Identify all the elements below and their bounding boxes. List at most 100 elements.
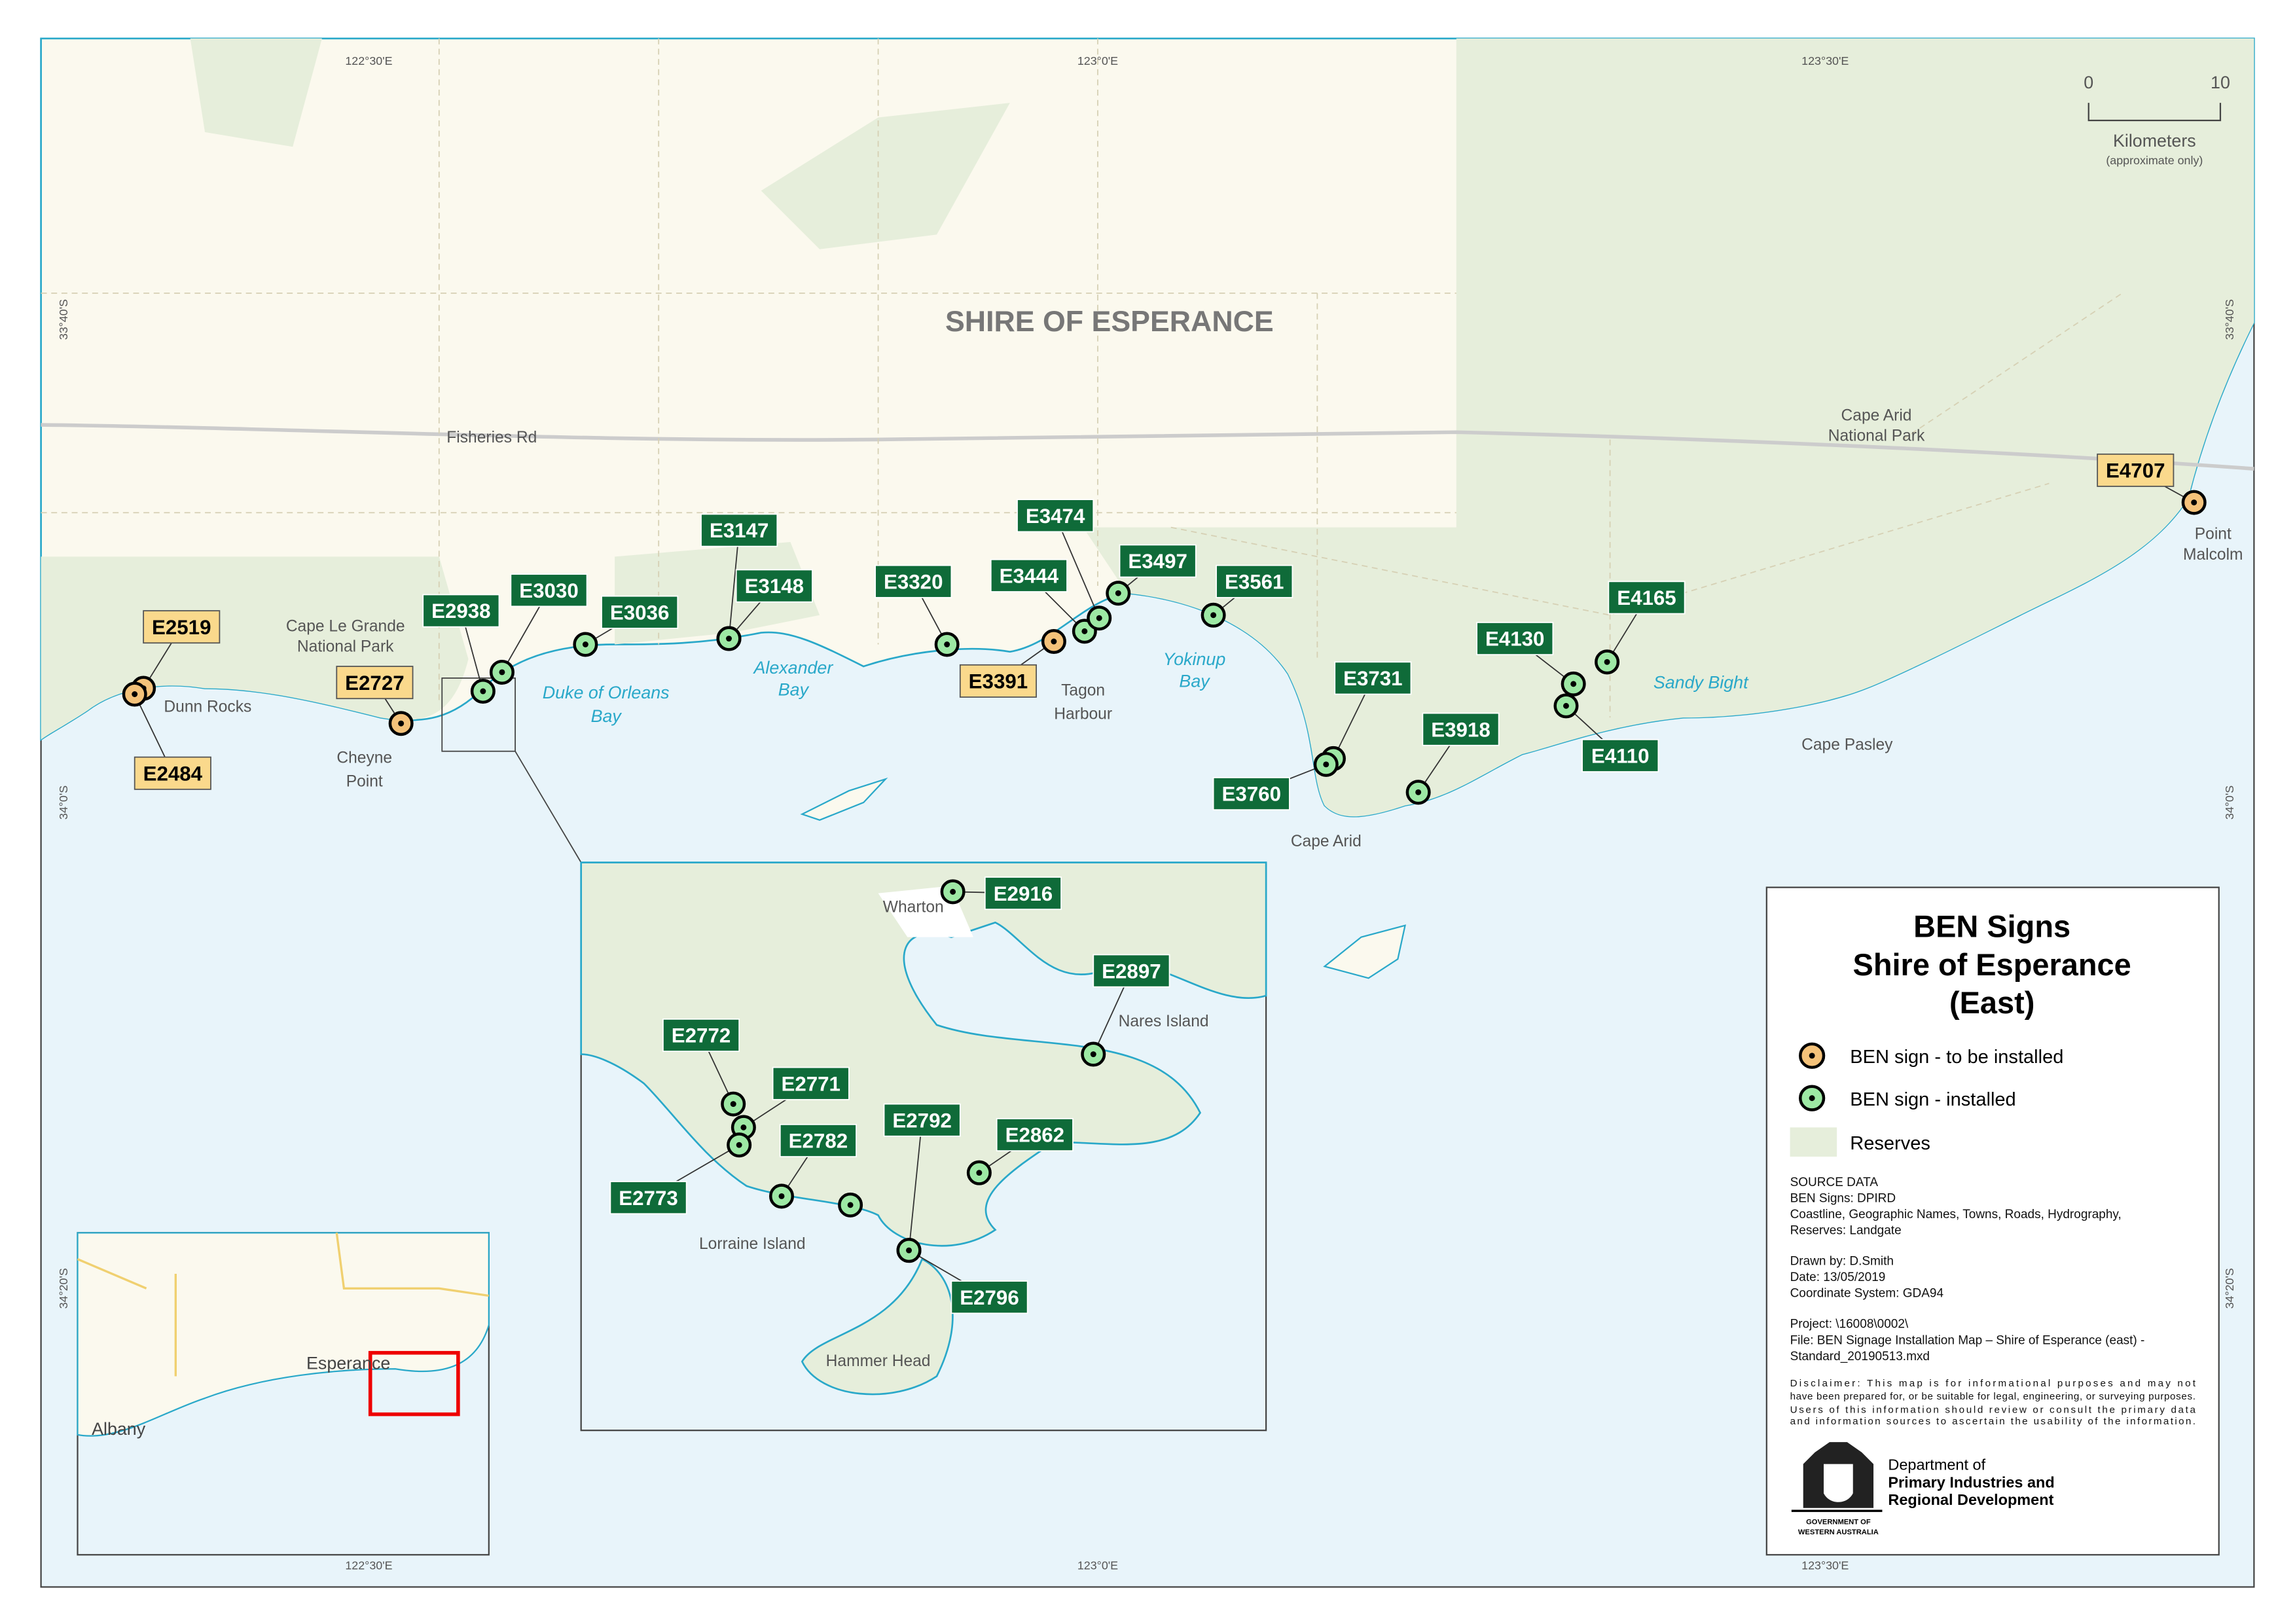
sign-id-label: E2727 (345, 672, 405, 695)
sign-marker[interactable]: E3036 (573, 595, 679, 657)
lat-label: 34°0'S (2223, 785, 2236, 820)
sign-marker[interactable]: E2727 (336, 666, 414, 736)
sign-label-box (1212, 777, 1290, 811)
logo-text: GOVERNMENT OF (1806, 1518, 1871, 1526)
sign-marker[interactable]: E2938 (422, 594, 500, 704)
sign-marker[interactable]: E3918 (1405, 712, 1500, 805)
scale-zero: 0 (2084, 73, 2093, 92)
sign-label-box (1017, 499, 1094, 533)
water-label: Bay (591, 706, 623, 726)
sign-id-label: E2897 (1102, 960, 1161, 983)
sign-label-box (735, 569, 813, 603)
water-label: Bay (778, 680, 810, 700)
sign-id-label: E3320 (884, 571, 943, 594)
sign-marker[interactable]: E3030 (489, 573, 588, 685)
legend-title: BEN Signs (1913, 909, 2070, 944)
sign-marker[interactable]: E2773 (609, 1132, 752, 1215)
source-text: Coastline, Geographic Names, Towns, Road… (1790, 1208, 2122, 1221)
sign-label-box (950, 1280, 1028, 1314)
legend-item: BEN sign - installed (1850, 1089, 2015, 1110)
sign-id-label: E3731 (1343, 667, 1403, 690)
fisheries-road (41, 423, 2254, 471)
sign-id-label: E3444 (1000, 565, 1059, 588)
sign-marker[interactable]: E3497 (1106, 544, 1197, 606)
sign-label-box (959, 664, 1037, 698)
sign-marker[interactable]: E2484 (122, 681, 211, 790)
sign-id-label: E4110 (1591, 745, 1650, 768)
sign-id-label: E3474 (1026, 505, 1085, 528)
water-label: Duke of Orleans (543, 683, 670, 702)
project-text: File: BEN Signage Installation Map – Shi… (1790, 1333, 2145, 1347)
legend-panel: BEN Signs Shire of Esperance (East) BEN … (1765, 886, 2220, 1556)
sign-id-label: E2484 (143, 762, 203, 785)
sign-label-box (422, 594, 500, 628)
sign-marker[interactable]: E2796 (896, 1238, 1028, 1314)
sign-marker[interactable]: E3147 (700, 513, 778, 651)
sign-label-box (700, 513, 778, 547)
sign-marker[interactable]: E3148 (716, 569, 813, 651)
sign-marker[interactable]: E3391 (959, 629, 1066, 698)
sign-marker[interactable]: E3561 (1201, 564, 1293, 628)
place-label: National Park (297, 638, 394, 656)
sign-label-box (1608, 581, 1686, 615)
sign-marker[interactable]: E4165 (1595, 581, 1686, 675)
lat-label: 34°20'S (57, 1268, 70, 1308)
sign-marker[interactable]: E3474 (1017, 499, 1112, 631)
sign-marker[interactable] (838, 1192, 863, 1218)
place-label: Cape Pasley (1801, 736, 1893, 753)
place-label: Point (2195, 525, 2232, 543)
lat-label: 34°0'S (57, 785, 70, 820)
sign-marker[interactable]: E4130 (1476, 622, 1586, 696)
sign-id-label: E2773 (619, 1187, 678, 1210)
sign-id-label: E3036 (610, 601, 670, 624)
sign-marker[interactable]: E2772 (662, 1018, 746, 1117)
sign-marker[interactable]: E2897 (1081, 954, 1170, 1067)
lon-label: 123°30'E (1801, 1559, 1849, 1572)
sign-marker[interactable]: E3320 (875, 564, 960, 657)
sign-label-box (1422, 712, 1500, 746)
sign-id-label: E2772 (672, 1024, 731, 1047)
place-label: Nares Island (1119, 1013, 1209, 1030)
sign-id-label: E3147 (710, 519, 769, 542)
place-label: Wharton (883, 899, 944, 916)
sign-id-label: E3760 (1222, 783, 1282, 806)
detail-inset[interactable]: Wharton Nares Island Lorraine Island Ham… (580, 861, 1267, 1432)
sign-id-label: E2796 (960, 1286, 1019, 1309)
sign-marker[interactable]: E2771 (731, 1066, 850, 1140)
lon-label: 123°30'E (1801, 54, 1849, 67)
reserve-patch (190, 38, 322, 147)
water-label: Alexander (752, 658, 833, 677)
sign-markers: E2519 E2484 E2727 E2938 E3030 E3036 E3147 E3148… (122, 453, 2207, 1314)
sign-id-label: E2938 (431, 600, 490, 623)
sign-id-label: E3497 (1128, 550, 1187, 573)
sign-marker[interactable]: E3444 (990, 558, 1097, 644)
sign-label-box (2097, 453, 2175, 487)
sign-label-box (1093, 954, 1170, 988)
sign-marker[interactable]: E2782 (769, 1123, 857, 1209)
drawn-text: Drawn by: D.Smith (1790, 1255, 1894, 1269)
sign-id-label: E3030 (519, 579, 579, 602)
lat-label: 33°40'S (57, 299, 70, 340)
sign-label-box (883, 1103, 961, 1137)
sign-marker[interactable]: E3760 (1212, 751, 1339, 811)
leader-line (1055, 515, 1100, 619)
sign-marker[interactable]: E2916 (940, 876, 1062, 911)
legend-title: (East) (1949, 985, 2034, 1020)
sign-marker[interactable]: E4707 (2097, 453, 2207, 515)
water-label: Yokinup (1163, 649, 1226, 669)
sign-id-label: E2916 (994, 882, 1053, 905)
lon-label: 122°30'E (345, 54, 392, 67)
dept-name: Primary Industries and (1888, 1473, 2054, 1490)
place-names: Fisheries Rd Cape Le Grande National Par… (164, 406, 2243, 850)
sign-label-box (609, 1181, 687, 1215)
disclaimer-text: have been prepared for, or be suitable f… (1790, 1391, 2196, 1402)
sign-id-label: E4130 (1485, 628, 1545, 651)
project-text: Standard_20190513.mxd (1790, 1350, 1930, 1363)
sign-marker[interactable]: E2862 (966, 1118, 1074, 1185)
water-label: Bay (1179, 671, 1210, 691)
reserves-swatch (1790, 1127, 1837, 1157)
place-label: Malcolm (2183, 546, 2243, 564)
wa-government-crest-icon: GOVERNMENT OF WESTERN AUSTRALIA (1791, 1442, 1883, 1536)
sign-marker[interactable]: E4110 (1553, 693, 1659, 772)
